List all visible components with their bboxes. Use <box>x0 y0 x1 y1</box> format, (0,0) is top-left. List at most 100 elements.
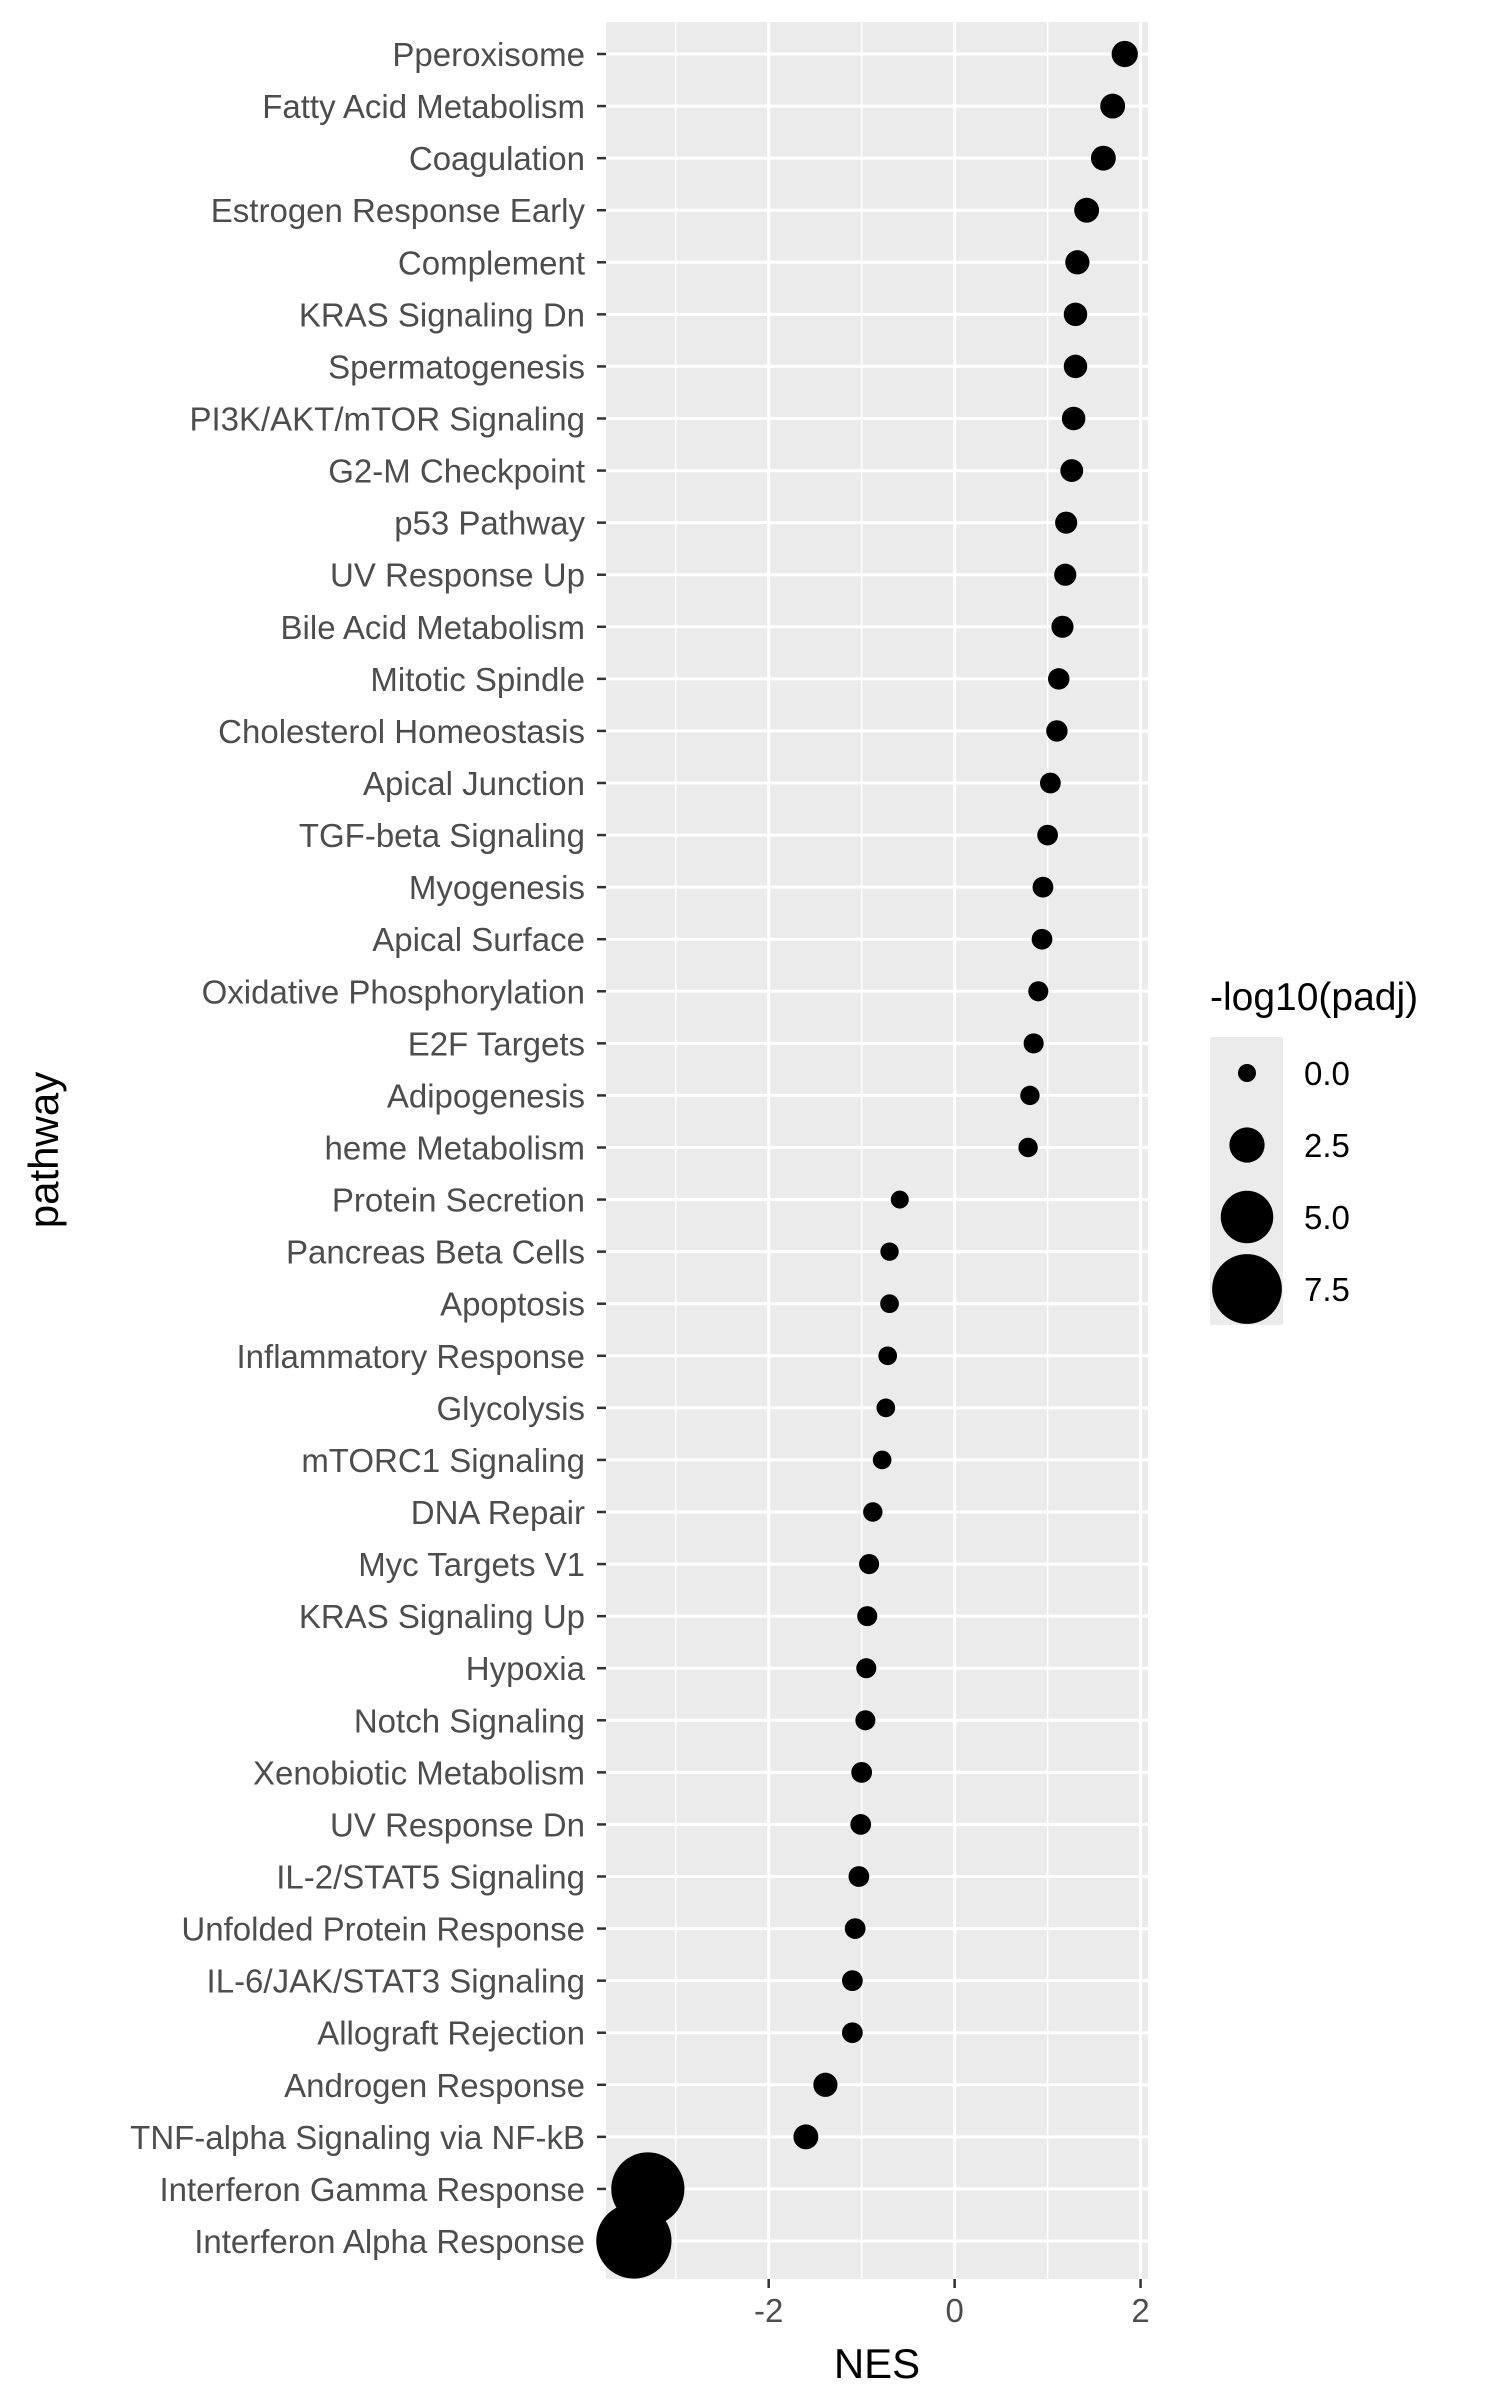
y-tick-label: Pancreas Beta Cells <box>286 1234 585 1271</box>
data-point <box>1023 1033 1044 1054</box>
y-tick-label: DNA Repair <box>411 1494 585 1531</box>
y-tick-label: Apical Junction <box>363 765 585 802</box>
data-point <box>1055 511 1078 534</box>
data-point <box>1100 93 1126 119</box>
y-tick-label: p53 Pathway <box>394 505 585 542</box>
x-tick-label: -2 <box>754 2292 783 2329</box>
x-tick-label: 2 <box>1131 2292 1149 2329</box>
legend-label: 0.0 <box>1304 1055 1350 1092</box>
y-tick-label: TGF-beta Signaling <box>299 817 585 854</box>
y-tick-label: Apical Surface <box>372 921 585 958</box>
legend-label: 7.5 <box>1304 1271 1350 1308</box>
data-point <box>856 1658 877 1679</box>
y-tick-label: Inflammatory Response <box>237 1338 585 1375</box>
y-tick-label: Xenobiotic Metabolism <box>253 1754 585 1791</box>
data-point <box>1061 406 1086 431</box>
data-point <box>1046 720 1068 742</box>
data-point <box>1031 928 1053 950</box>
y-tick-label: Apoptosis <box>440 1286 585 1323</box>
data-point <box>857 1606 878 1627</box>
data-point <box>1074 197 1100 223</box>
y-tick-label: Myogenesis <box>409 869 585 906</box>
data-point <box>850 1814 872 1835</box>
y-tick-label: Estrogen Response Early <box>211 192 586 229</box>
data-point <box>844 1918 866 1939</box>
data-point <box>841 2022 863 2044</box>
x-axis-title: NES <box>834 2340 920 2387</box>
data-point <box>1065 250 1090 275</box>
legend-key <box>1229 1127 1265 1163</box>
data-point <box>1063 302 1088 327</box>
data-point <box>1048 668 1070 690</box>
data-point <box>848 1866 870 1887</box>
y-tick-label: IL-2/STAT5 Signaling <box>276 1859 585 1896</box>
data-point <box>855 1710 876 1731</box>
y-tick-label: G2-M Checkpoint <box>328 453 585 490</box>
data-point <box>1040 772 1061 794</box>
y-tick-label: Coagulation <box>409 140 585 177</box>
y-tick-label: Myc Targets V1 <box>358 1546 585 1583</box>
data-point <box>1063 354 1088 379</box>
y-tick-label: KRAS Signaling Dn <box>299 296 585 333</box>
y-tick-label: Pperoxisome <box>392 36 585 73</box>
data-point <box>878 1346 898 1366</box>
legend-key <box>1212 1254 1282 1324</box>
legend: -log10(padj) 0.0 2.5 5.0 7.5 <box>1210 976 1418 1325</box>
y-axis: Pperoxisome Fatty Acid Metabolism Coagulat… <box>130 36 606 2260</box>
data-point <box>1018 1137 1038 1158</box>
y-tick-label: PI3K/AKT/mTOR Signaling <box>189 401 585 438</box>
minor-gridlines <box>674 22 1049 2279</box>
data-point <box>1051 615 1074 638</box>
data-point <box>813 2072 838 2097</box>
y-tick-label: Fatty Acid Metabolism <box>262 88 585 125</box>
y-tick-label: Unfolded Protein Response <box>181 1911 585 1948</box>
data-point <box>880 1294 899 1314</box>
data-point <box>1060 459 1084 482</box>
data-point <box>1090 145 1116 171</box>
y-tick-label: Interferon Alpha Response <box>194 2223 585 2260</box>
data-point <box>793 2124 819 2150</box>
y-tick-label: Glycolysis <box>436 1390 585 1427</box>
y-tick-label: Protein Secretion <box>332 1182 585 1219</box>
data-point <box>863 1502 883 1522</box>
y-tick-label: heme Metabolism <box>325 1130 585 1167</box>
legend-label: 2.5 <box>1304 1127 1350 1164</box>
data-point <box>872 1450 892 1470</box>
y-tick-label: E2F Targets <box>408 1025 585 1062</box>
y-tick-label: mTORC1 Signaling <box>301 1442 585 1479</box>
data-point <box>876 1398 896 1418</box>
y-tick-label: Allograft Rejection <box>317 2015 585 2052</box>
panel-background <box>606 22 1148 2279</box>
data-point <box>1028 981 1049 1002</box>
y-tick-label: IL-6/JAK/STAT3 Signaling <box>207 1963 585 2000</box>
data-point <box>1054 563 1077 586</box>
y-tick-label: UV Response Up <box>330 557 585 594</box>
y-tick-label: Cholesterol Homeostasis <box>218 713 585 750</box>
data-point <box>841 1970 863 1992</box>
y-tick-label: Androgen Response <box>284 2067 585 2104</box>
data-point <box>1037 824 1058 846</box>
y-tick-label: Bile Acid Metabolism <box>281 609 585 646</box>
x-axis: -2 0 2 <box>754 2279 1150 2329</box>
data-point <box>1032 876 1054 898</box>
data-point <box>1020 1085 1040 1106</box>
data-point <box>1111 40 1138 68</box>
y-axis-title: pathway <box>20 1072 67 1228</box>
y-tick-label: Notch Signaling <box>354 1702 585 1739</box>
y-tick-label: Adipogenesis <box>387 1077 585 1114</box>
points <box>596 40 1138 2279</box>
y-tick-label: Hypoxia <box>466 1650 586 1687</box>
data-point <box>851 1761 873 1783</box>
y-tick-label: UV Response Dn <box>330 1806 585 1843</box>
y-tick-label: Interferon Gamma Response <box>159 2171 585 2208</box>
data-point <box>880 1242 899 1261</box>
y-tick-label: TNF-alpha Signaling via NF-kB <box>130 2119 585 2156</box>
legend-label: 5.0 <box>1304 1199 1350 1236</box>
legend-title: -log10(padj) <box>1210 976 1418 1019</box>
legend-key <box>1238 1064 1256 1082</box>
data-point <box>890 1190 909 1209</box>
y-tick-label: Complement <box>398 244 585 281</box>
legend-key <box>1220 1190 1274 1244</box>
y-tick-label: Mitotic Spindle <box>370 661 585 698</box>
